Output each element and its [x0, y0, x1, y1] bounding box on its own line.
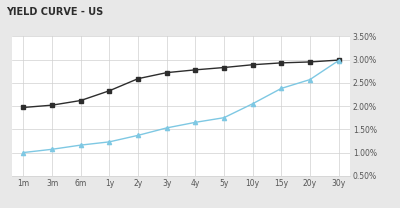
Year Ago	[50, 148, 54, 151]
Year Ago	[107, 141, 112, 143]
Current	[107, 89, 112, 92]
Current	[21, 106, 26, 109]
Year Ago	[136, 134, 140, 137]
Line: Year Ago: Year Ago	[21, 58, 341, 155]
Current	[279, 62, 284, 64]
Year Ago	[193, 121, 198, 124]
Current	[250, 63, 255, 66]
Year Ago	[308, 78, 312, 81]
Year Ago	[279, 87, 284, 90]
Current	[308, 61, 312, 63]
Year Ago	[250, 103, 255, 105]
Current	[50, 104, 54, 106]
Current	[78, 99, 83, 102]
Year Ago	[222, 116, 226, 119]
Text: YIELD CURVE - US: YIELD CURVE - US	[6, 7, 103, 17]
Line: Current: Current	[22, 58, 340, 109]
Current	[222, 66, 226, 69]
Current	[136, 77, 140, 80]
Year Ago	[336, 59, 341, 62]
Current	[193, 69, 198, 71]
Year Ago	[21, 151, 26, 154]
Current	[336, 59, 341, 61]
Year Ago	[164, 127, 169, 129]
Current	[164, 71, 169, 74]
Year Ago	[78, 144, 83, 146]
